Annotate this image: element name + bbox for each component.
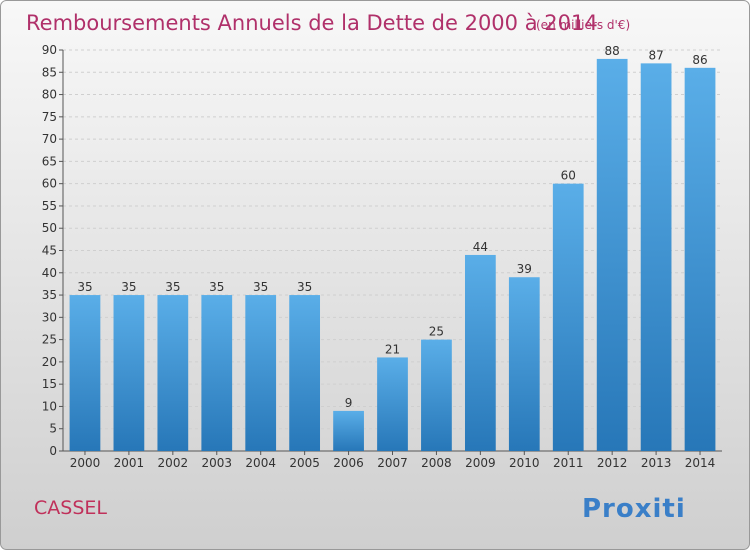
- x-tick-label: 2005: [289, 456, 320, 470]
- bar-value-label: 44: [473, 240, 488, 254]
- chart-title: Remboursements Annuels de la Dette de 20…: [26, 11, 598, 35]
- bar: [421, 339, 452, 451]
- x-axis-ticks: 2000 2001 2002 2003 2004 2005 2006 2007 2008 2009…: [70, 451, 716, 470]
- y-tick-label: 30: [42, 310, 57, 324]
- bar: [245, 295, 277, 451]
- bar: [69, 295, 101, 451]
- x-tick-label: 2002: [158, 456, 189, 470]
- y-tick-label: 5: [49, 422, 57, 436]
- y-tick-label: 85: [42, 65, 57, 79]
- bar-value-label: 35: [121, 280, 136, 294]
- y-tick-label: 10: [42, 399, 57, 413]
- y-tick-label: 70: [42, 132, 57, 146]
- x-tick-label: 2013: [641, 456, 672, 470]
- bar-value-label: 39: [517, 262, 532, 276]
- bar: [684, 67, 716, 452]
- bar-value-label: 35: [253, 280, 268, 294]
- x-tick-label: 2004: [245, 456, 276, 470]
- y-tick-label: 65: [42, 154, 57, 168]
- bar: [552, 183, 584, 451]
- bar-value-label: 35: [209, 280, 224, 294]
- x-tick-label: 2000: [70, 456, 101, 470]
- svg-text:Proxiti: Proxiti: [582, 494, 686, 524]
- bar: [201, 295, 233, 451]
- bar-value-label: 88: [605, 44, 620, 58]
- bar: [333, 410, 364, 451]
- bars: 35 35 35 35 35 35 9 21 25 44 39 60 88 87 86: [69, 44, 716, 452]
- x-tick-label: 2012: [597, 456, 628, 470]
- y-tick-label: 55: [42, 199, 57, 213]
- x-tick-label: 2006: [333, 456, 364, 470]
- y-tick-label: 75: [42, 110, 57, 124]
- y-tick-label: 35: [42, 288, 57, 302]
- x-tick-label: 2003: [201, 456, 232, 470]
- x-tick-label: 2007: [377, 456, 408, 470]
- x-tick-label: 2014: [685, 456, 716, 470]
- bar-value-label: 60: [561, 169, 576, 183]
- bar: [289, 295, 321, 451]
- x-tick-label: 2008: [421, 456, 452, 470]
- chart-subtitle: (en milliers d'€): [536, 18, 630, 32]
- bar-value-label: 25: [429, 325, 444, 339]
- bar-value-label: 21: [385, 342, 400, 356]
- y-tick-label: 50: [42, 221, 57, 235]
- bar: [157, 295, 189, 451]
- bar: [377, 357, 408, 451]
- y-tick-label: 15: [42, 377, 57, 391]
- bar-value-label: 9: [345, 396, 353, 410]
- x-tick-label: 2010: [509, 456, 540, 470]
- bar-value-label: 87: [648, 48, 663, 62]
- y-tick-label: 45: [42, 244, 57, 258]
- x-tick-label: 2001: [114, 456, 145, 470]
- bar-value-label: 35: [297, 280, 312, 294]
- bar: [596, 58, 628, 452]
- proxiti-logo: Proxiti: [582, 494, 686, 524]
- place-name: CASSEL: [34, 497, 107, 519]
- bar: [113, 295, 145, 451]
- bar-value-label: 35: [77, 280, 92, 294]
- bar: [508, 277, 540, 451]
- y-tick-label: 0: [49, 444, 57, 458]
- x-tick-label: 2009: [465, 456, 496, 470]
- bar-value-label: 86: [692, 53, 707, 67]
- bar-value-label: 35: [165, 280, 180, 294]
- y-tick-label: 80: [42, 88, 57, 102]
- y-axis-ticks: 0 5 10 15 20 25 30 35 40 45 50 55 60 65 70 75 80 85 90: [42, 43, 722, 458]
- y-tick-label: 90: [42, 43, 57, 57]
- y-tick-label: 60: [42, 177, 57, 191]
- y-tick-label: 20: [42, 355, 57, 369]
- bar: [464, 254, 496, 451]
- x-tick-label: 2011: [553, 456, 584, 470]
- bar: [640, 63, 672, 451]
- y-tick-label: 40: [42, 266, 57, 280]
- y-tick-label: 25: [42, 333, 57, 347]
